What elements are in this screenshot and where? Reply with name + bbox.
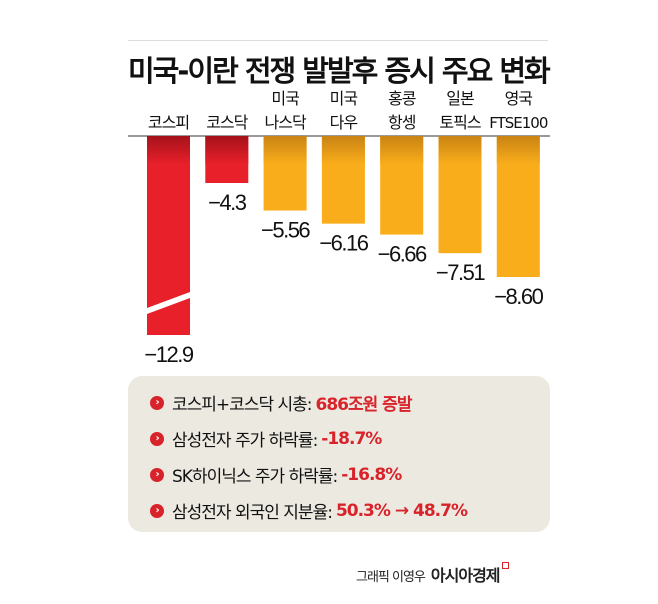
- summary-label: 삼성전자 외국인 지분율:: [172, 503, 333, 523]
- bar-shade: [321, 136, 365, 164]
- summary-box: › 코스피+코스닥 시총: 686조원 증발 › 삼성전자 주가 하락률: -18.7%…: [128, 376, 550, 532]
- value-label: −5.56: [261, 218, 310, 243]
- byline: 그래픽 이영우: [356, 570, 426, 585]
- summary-label: 코스피+코스닥 시총:: [172, 395, 312, 415]
- chevron-right-icon: ›: [150, 503, 164, 518]
- summary-item: › 삼성전자 외국인 지분율: 50.3% → 48.7%: [150, 498, 468, 523]
- category-label: 영국: [505, 89, 533, 108]
- category-label: 항셍: [388, 113, 416, 132]
- summary-item: › 삼성전자 주가 하락률: -18.7%: [150, 426, 382, 451]
- summary-item: › 코스피+코스닥 시총: 686조원 증발: [150, 390, 413, 415]
- category-label: 코스닥: [206, 113, 248, 132]
- bar-shade: [380, 136, 424, 164]
- bar-shade: [205, 136, 249, 164]
- value-label: −8.60: [494, 284, 543, 309]
- chevron-right-icon: ›: [150, 395, 164, 410]
- summary-label: 삼성전자 주가 하락률:: [172, 431, 318, 451]
- value-label: −6.66: [378, 242, 427, 267]
- bar-shade: [438, 136, 482, 164]
- bar-shade: [263, 136, 307, 164]
- value-label: −4.3: [208, 190, 247, 215]
- category-label: 미국: [330, 89, 358, 108]
- chevron-right-icon: ›: [150, 431, 164, 446]
- category-label: FTSE100: [489, 114, 548, 132]
- brand-logo: 아시아경제: [430, 566, 501, 585]
- brand-mark-icon: [501, 562, 509, 569]
- category-label: 다우: [330, 113, 358, 132]
- summary-value: 686조원 증발: [315, 395, 413, 415]
- category-label: 나스닥: [265, 113, 307, 132]
- credit: 그래픽 이영우 아시아경제: [356, 562, 509, 586]
- summary-value: -16.8%: [341, 464, 402, 485]
- category-label: 홍콩: [388, 89, 416, 108]
- category-label: 일본: [446, 89, 474, 108]
- chart-title: 미국-이란 전쟁 발발후 증시 주요 변화: [128, 54, 551, 88]
- category-label: 토픽스: [439, 113, 480, 132]
- value-label: −12.9: [144, 342, 193, 367]
- value-label: −6.16: [319, 231, 368, 256]
- summary-value: -18.7%: [321, 428, 382, 449]
- summary-value: 50.3% → 48.7%: [335, 500, 468, 521]
- axis-break-mark: [147, 292, 190, 314]
- bar-shade: [147, 136, 190, 164]
- value-label: −7.51: [436, 260, 485, 285]
- category-label: 코스피: [148, 113, 189, 132]
- bar-shade: [496, 136, 540, 164]
- summary-item: › SK하이닉스 주가 하락률: -16.8%: [150, 462, 402, 487]
- category-label: 미국: [271, 89, 299, 108]
- summary-label: SK하이닉스 주가 하락률:: [172, 467, 338, 487]
- chevron-right-icon: ›: [150, 467, 164, 482]
- top-rule: [128, 40, 548, 41]
